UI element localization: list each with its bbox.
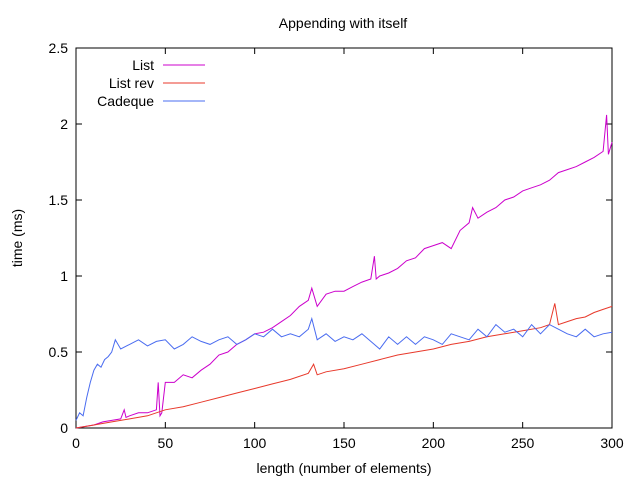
series-line-cadeque xyxy=(75,316,613,421)
legend-label-list-rev: List rev xyxy=(109,75,154,91)
x-tick-label: 150 xyxy=(332,435,356,451)
ticks: 0 50 100 150 200 250 300 0 0.5 1 1.5 2 2.5 xyxy=(49,40,624,451)
series-lines xyxy=(75,114,613,429)
legend: List List rev Cadeque xyxy=(97,57,205,109)
chart-title: Appending with itself xyxy=(279,15,408,31)
x-tick-label: 50 xyxy=(158,435,174,451)
y-axis-label: time (ms) xyxy=(9,209,25,267)
y-tick-label: 2.5 xyxy=(49,40,69,56)
legend-label-list: List xyxy=(132,57,154,73)
x-tick-label: 0 xyxy=(72,435,80,451)
x-tick-label: 200 xyxy=(422,435,446,451)
legend-label-cadeque: Cadeque xyxy=(97,93,154,109)
x-tick-label: 100 xyxy=(243,435,267,451)
x-axis-label: length (number of elements) xyxy=(256,460,431,476)
y-tick-label: 1 xyxy=(60,268,68,284)
x-tick-label: 300 xyxy=(600,435,624,451)
x-tick-label: 250 xyxy=(511,435,535,451)
y-tick-label: 1.5 xyxy=(49,192,69,208)
y-tick-label: 0.5 xyxy=(49,344,69,360)
y-tick-label: 0 xyxy=(60,420,68,436)
series-line-list xyxy=(75,114,613,429)
plot-frame xyxy=(75,47,613,429)
y-tick-label: 2 xyxy=(60,116,68,132)
series-line-list-rev xyxy=(75,303,613,429)
